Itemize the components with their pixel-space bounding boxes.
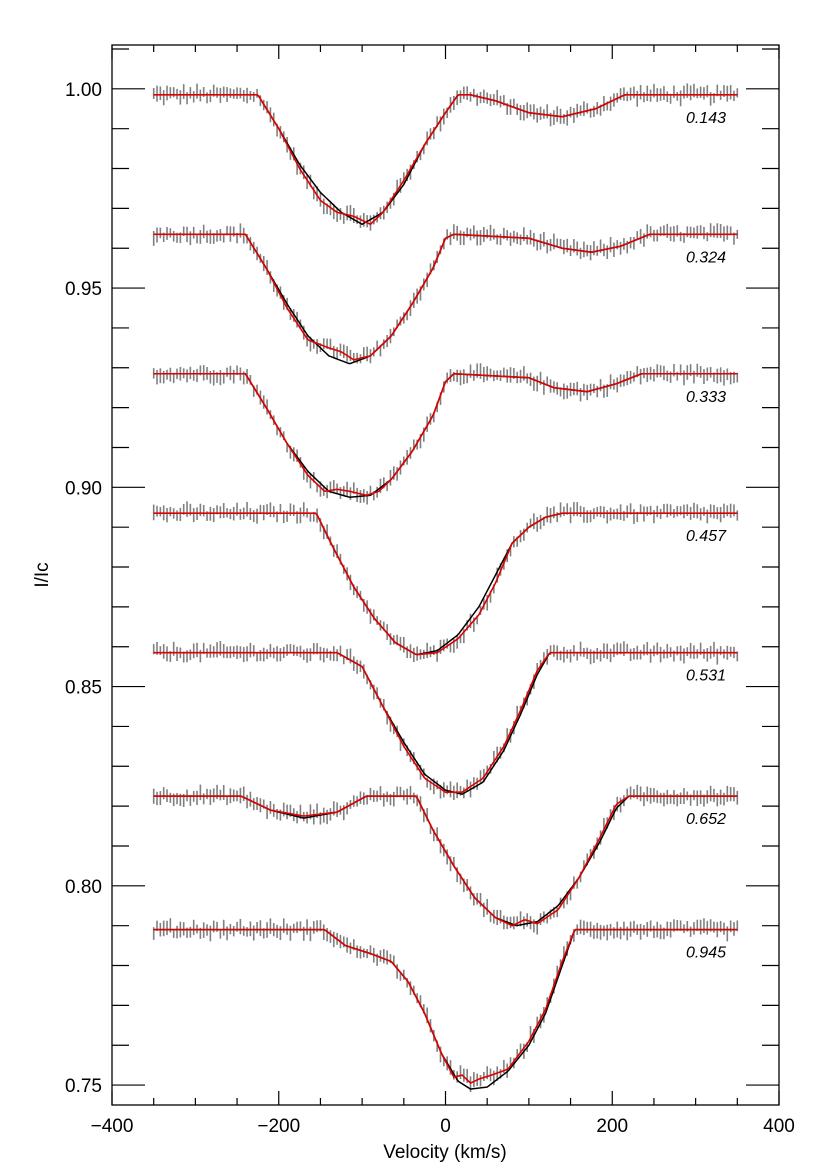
profile-0.531 [152,641,739,800]
observed-errorbars [152,223,739,364]
model-line-black [153,795,738,927]
x-tick-label: 400 [763,1116,795,1137]
phase-label: 0.333 [686,389,726,406]
model-line-red [153,651,738,793]
observed-errorbars [152,83,739,231]
y-tick-label: 0.90 [65,478,102,499]
observed-errorbars [152,641,739,800]
x-tick-labels: −400 −200 0 200 400 [91,1116,795,1137]
observed-errorbars [152,784,739,935]
model-line-black [153,512,738,656]
y-tick-label: 0.75 [65,1076,102,1097]
model-line-red [153,928,738,1085]
x-tick-label: −200 [257,1116,300,1137]
series-layer [152,83,739,1093]
x-tick-label: 200 [596,1116,628,1137]
y-tick-label: 0.80 [65,877,102,898]
model-line-red [153,233,738,361]
phase-label: 0.457 [686,528,727,545]
model-line-red [153,94,738,226]
x-tick-label: 0 [440,1116,451,1137]
phase-label: 0.143 [686,110,726,127]
model-line-black [153,233,738,365]
model-line-black [153,651,738,795]
phase-label: 0.652 [686,811,726,828]
profile-0.945 [152,918,739,1093]
y-tick-labels: 0.75 0.80 0.85 0.90 0.95 1.00 [65,80,102,1097]
model-line-red [153,372,738,496]
observed-errorbars [152,501,739,663]
x-tick-label: −400 [91,1116,134,1137]
observed-errorbars [152,363,739,505]
y-tick-label: 0.85 [65,678,102,699]
y-axis-title: I/Ic [32,562,53,587]
axis-ticks [111,45,780,1105]
phase-label: 0.531 [686,668,726,685]
model-line-red [153,795,738,927]
model-line-black [153,94,738,226]
profile-0.652 [152,784,739,935]
plot-frame [111,44,780,1106]
phase-label: 0.324 [686,249,726,266]
model-line-black [153,928,738,1090]
model-line-black [153,372,738,498]
profile-0.333 [152,363,739,505]
profile-0.324 [152,223,739,365]
x-axis-title: Velocity (km/s) [383,1142,507,1163]
phase-labels: 0.143 0.324 0.333 0.457 0.531 0.652 0.945 [686,110,727,962]
phase-label: 0.945 [686,945,726,962]
model-line-red [153,512,738,656]
y-tick-label: 0.95 [65,279,102,300]
profile-0.143 [152,83,739,231]
profile-0.457 [152,501,739,663]
observed-errorbars [152,918,739,1093]
y-tick-label: 1.00 [65,80,102,101]
